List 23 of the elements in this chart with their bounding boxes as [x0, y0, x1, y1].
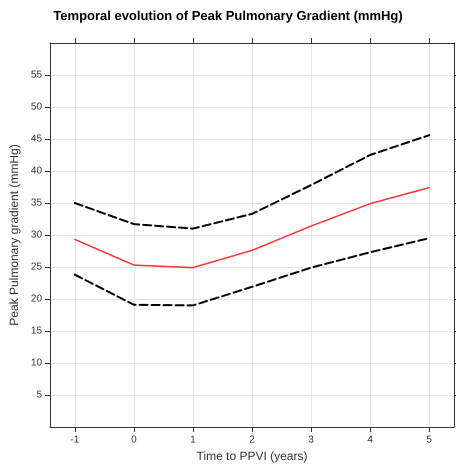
x-tick-label: 1 — [190, 434, 196, 446]
x-tick-label: -1 — [70, 434, 80, 446]
y-tick-label: 15 — [30, 326, 42, 336]
y-tick-label: 25 — [30, 262, 42, 272]
y-tick-label: 45 — [30, 134, 42, 144]
chart-title: Temporal evolution of Peak Pulmonary Gradient (mmHg) — [53, 8, 403, 23]
line-series — [74, 134, 430, 230]
line-series — [74, 186, 430, 268]
x-tick-label: 3 — [308, 434, 314, 446]
y-tick-label: 35 — [30, 198, 42, 208]
x-tick-label: 0 — [131, 434, 138, 446]
x-tick-label: 2 — [249, 434, 256, 446]
x-axis-title: Time to PPVI (years) — [196, 448, 308, 463]
y-tick-label: 55 — [30, 70, 42, 80]
y-tick-label: 40 — [30, 166, 42, 176]
x-tick-label: 4 — [367, 434, 374, 446]
y-tick-label: 30 — [30, 230, 42, 240]
y-axis-title: Peak Pulmonary gradient (mmHg) — [7, 144, 21, 326]
y-tick-label: 50 — [30, 102, 42, 112]
y-tick-label: 5 — [36, 390, 42, 400]
y-tick-label: 10 — [30, 358, 42, 368]
x-tick-label: 5 — [426, 434, 432, 446]
y-tick-label: 20 — [30, 294, 42, 304]
